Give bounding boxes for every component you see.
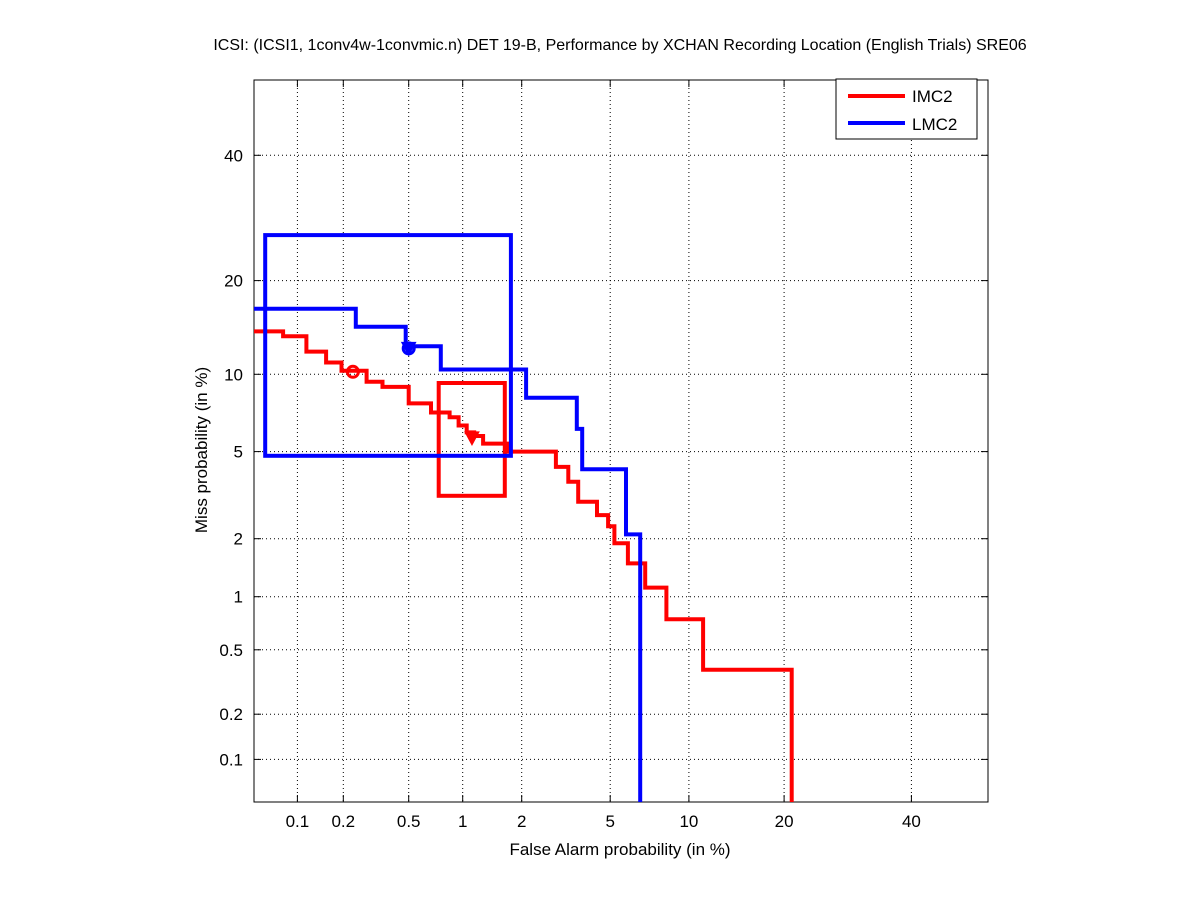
y-tick-label: 20: [224, 272, 243, 291]
y-tick-label: 40: [224, 146, 243, 165]
legend: IMC2 LMC2: [835, 78, 978, 140]
y-tick-label: 0.5: [219, 641, 243, 660]
x-tick-label: 0.2: [331, 812, 355, 831]
x-tick-label: 1: [458, 812, 467, 831]
y-tick-label: 1: [234, 588, 243, 607]
series-lines: [254, 233, 794, 802]
grid-lines: [254, 80, 988, 802]
confidence-box-imc2: [436, 381, 507, 498]
y-axis-label: Miss probability (in %): [192, 367, 211, 533]
min-dcf-point-lmc2: [400, 341, 417, 357]
operating-point-imc2: [345, 364, 360, 379]
legend-label-lmc2: LMC2: [912, 115, 957, 134]
x-tick-label: 0.1: [286, 812, 310, 831]
det-curve-lmc2: [254, 306, 643, 802]
y-tick-label: 10: [224, 365, 243, 384]
confidence-box-lmc2: [263, 233, 513, 458]
x-tick-label: 10: [679, 812, 698, 831]
x-tick-label: 2: [517, 812, 526, 831]
y-tick-label: 0.2: [219, 705, 243, 724]
plot-frame: [253, 79, 989, 803]
x-axis-label: False Alarm probability (in %): [509, 840, 730, 859]
y-tick-label: 2: [234, 530, 243, 549]
x-tick-label: 40: [902, 812, 921, 831]
legend-box: [835, 78, 978, 140]
legend-label-imc2: IMC2: [912, 87, 953, 106]
x-tick-label: 5: [605, 812, 614, 831]
det-curve-imc2: [254, 329, 794, 802]
y-tick-label: 5: [234, 443, 243, 462]
x-tick-label: 0.5: [397, 812, 421, 831]
chart-title: ICSI: (ICSI1, 1conv4w-1convmic.n) DET 19…: [213, 37, 1026, 54]
x-tick-label: 20: [775, 812, 794, 831]
min-dcf-point-imc2: [464, 431, 480, 446]
axis-ticks: 0.1 0.2 0.5 1 2 5 10 20 40 0.1 0.2 0.5 1 2 5 10 20 40: [219, 80, 988, 831]
y-tick-label: 0.1: [219, 750, 243, 769]
